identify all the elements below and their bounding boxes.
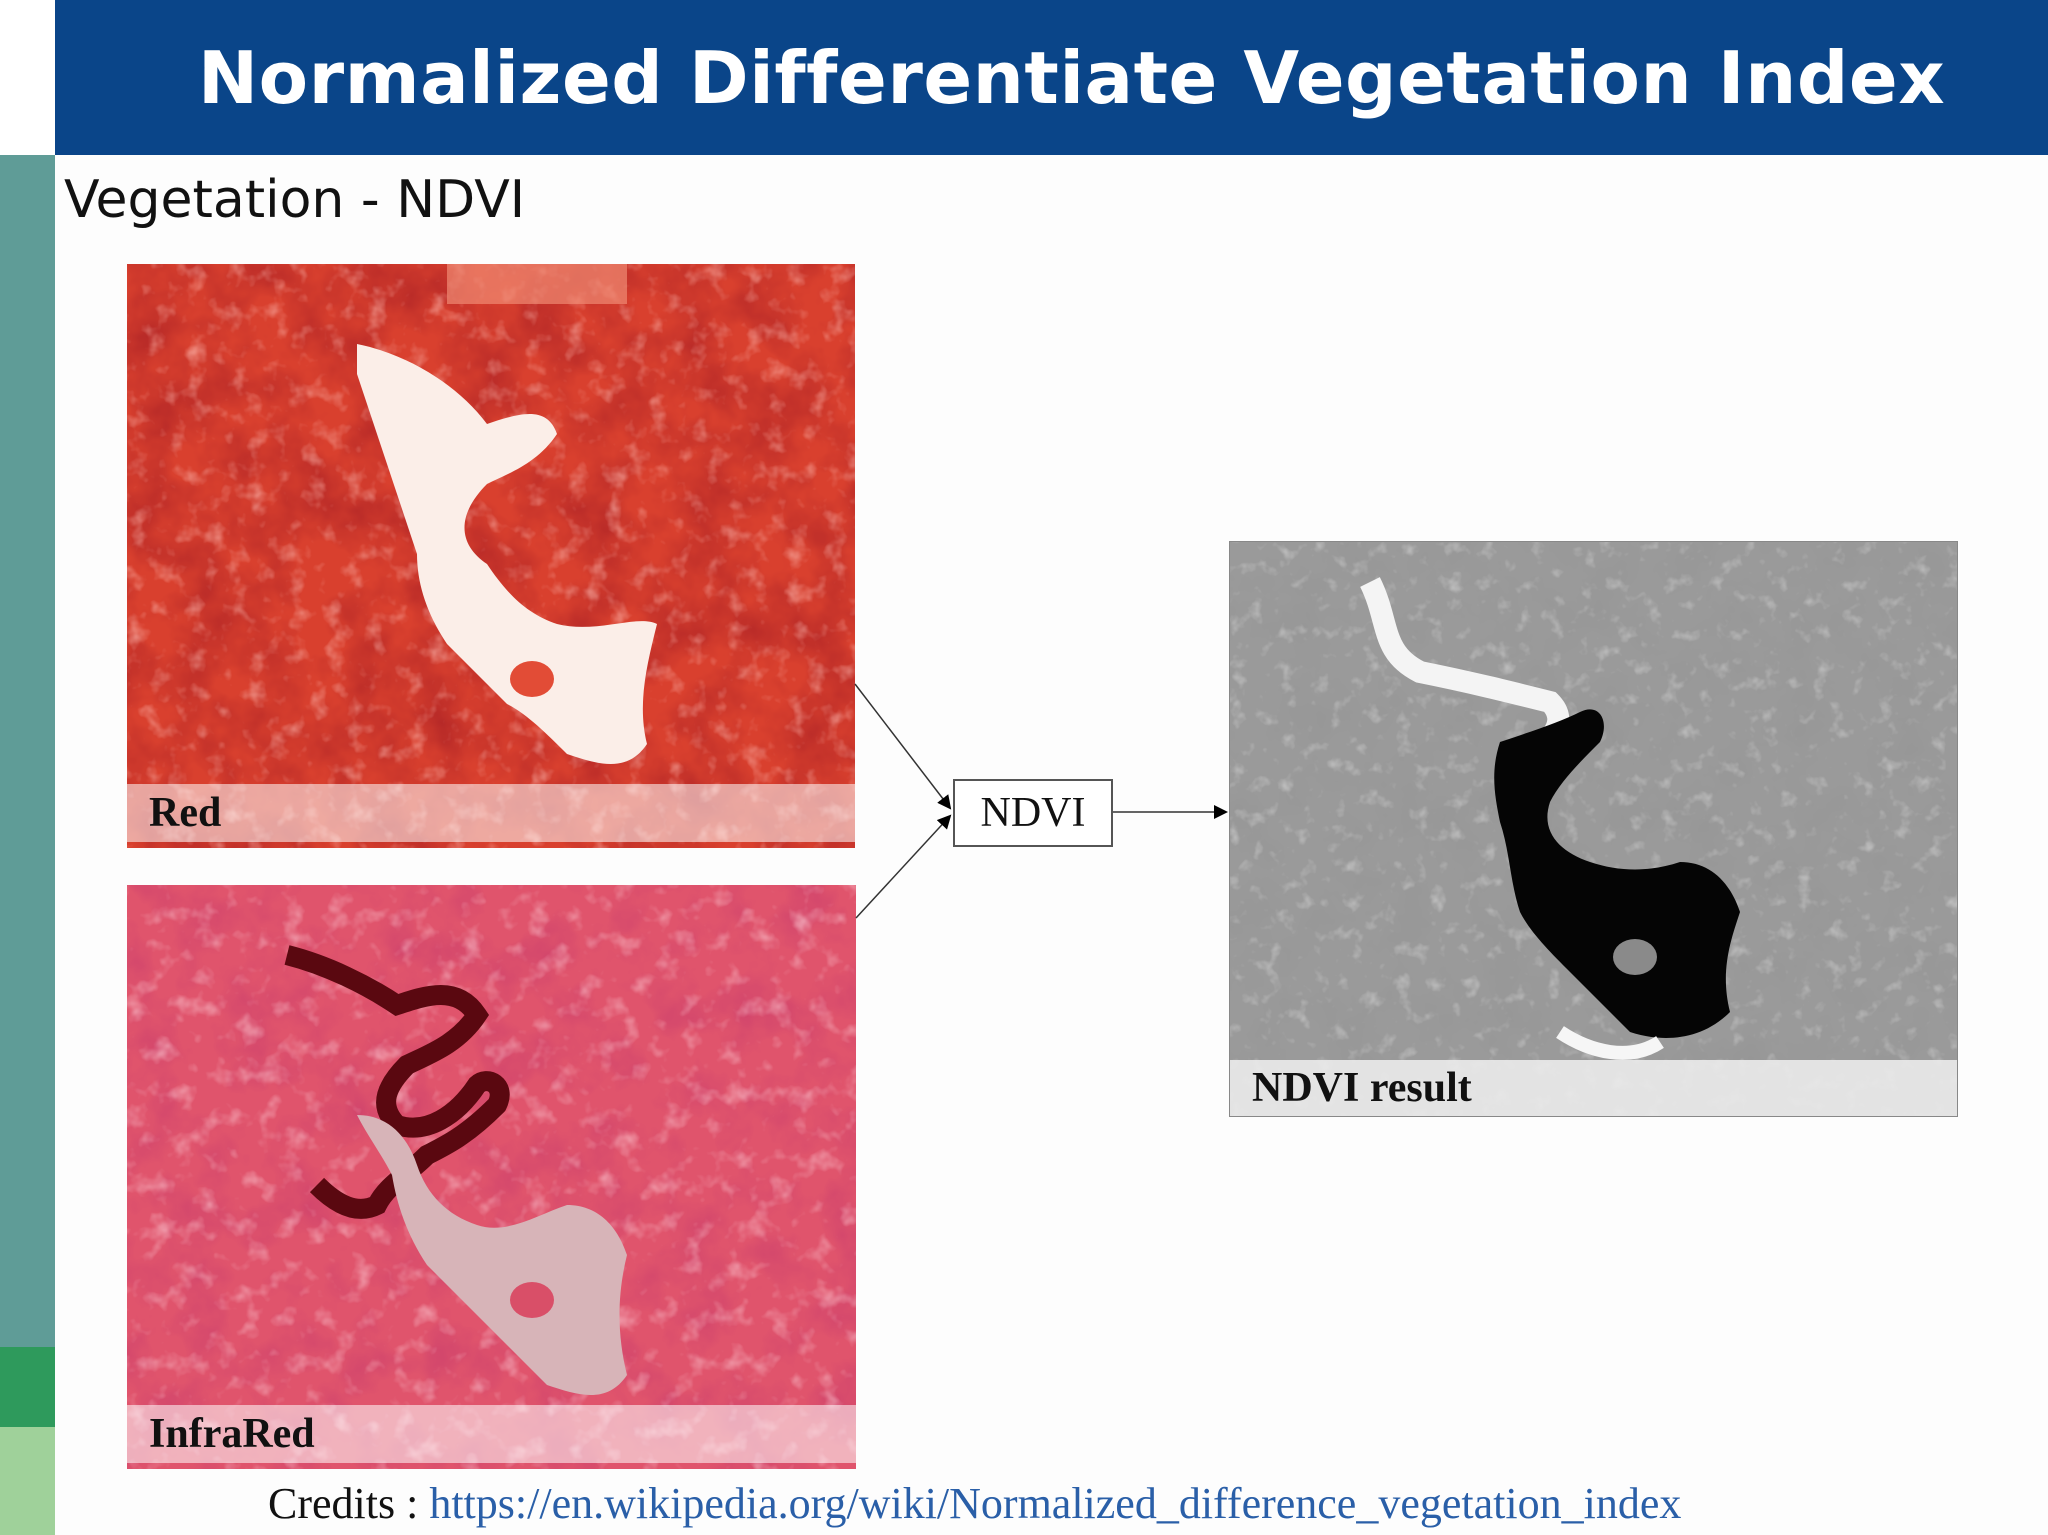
ndvi-process-label: NDVI bbox=[980, 790, 1086, 836]
ndvi-process-node: NDVI bbox=[953, 779, 1113, 847]
slide-subtitle: Vegetation - NDVI bbox=[64, 170, 526, 230]
slide-title: Normalized Differentiate Vegetation Inde… bbox=[197, 35, 1946, 120]
ndvi-result-image: NDVI result bbox=[1229, 541, 1958, 1117]
infrared-label: InfraRed bbox=[149, 1411, 315, 1457]
red-band-satellite-image bbox=[127, 264, 855, 848]
infrared-band-satellite-image bbox=[127, 885, 856, 1469]
credits-link[interactable]: https://en.wikipedia.org/wiki/Normalized… bbox=[429, 1479, 1682, 1528]
infrared-to-ndvi-arrow bbox=[855, 814, 952, 919]
red-label-band: Red bbox=[127, 784, 855, 842]
ndvi-result-satellite-image bbox=[1230, 542, 1957, 1116]
credits-line: Credits : https://en.wikipedia.org/wiki/… bbox=[268, 1478, 1681, 1529]
left-accent-bar bbox=[0, 155, 55, 1347]
left-accent-bar-light bbox=[0, 1427, 55, 1535]
left-bar-top bbox=[0, 0, 55, 155]
red-to-ndvi-arrow bbox=[854, 683, 952, 810]
red-label: Red bbox=[149, 790, 222, 836]
ndvi-result-label-band: NDVI result bbox=[1230, 1060, 1957, 1116]
ndvi-result-label: NDVI result bbox=[1252, 1065, 1472, 1111]
credits-prefix: Credits : bbox=[268, 1479, 430, 1528]
left-accent-bar-green bbox=[0, 1347, 55, 1427]
infrared-band-image: InfraRed bbox=[127, 885, 856, 1469]
title-banner: Normalized Differentiate Vegetation Inde… bbox=[55, 0, 2048, 155]
infrared-label-band: InfraRed bbox=[127, 1405, 856, 1463]
red-band-image: Red bbox=[127, 264, 855, 848]
